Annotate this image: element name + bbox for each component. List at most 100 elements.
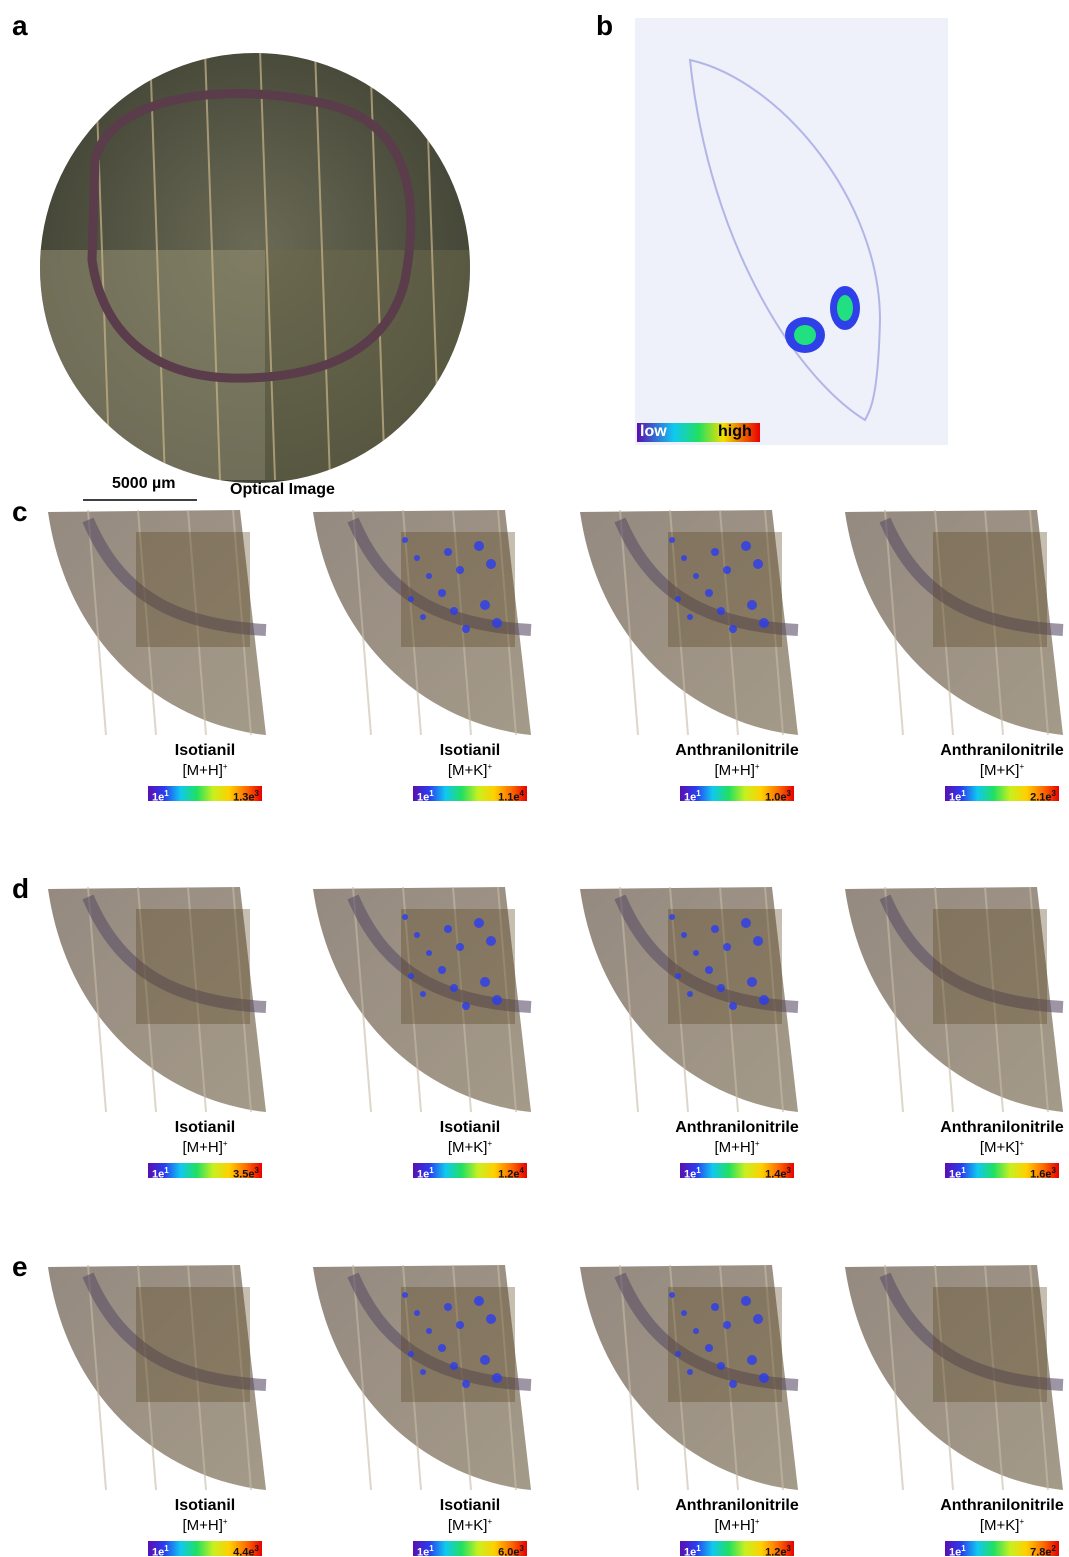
- tissue-image: [48, 510, 266, 735]
- ion-signal: [408, 973, 414, 979]
- tissue-image: [313, 1265, 531, 1490]
- panel-label: e: [12, 1251, 28, 1283]
- ion-signal: [456, 566, 464, 574]
- ion-signal: [717, 607, 725, 615]
- adduct-charge: +: [223, 1517, 228, 1526]
- text-base: 1.1e: [498, 792, 519, 804]
- adduct-ion: [M+H]: [182, 1517, 222, 1534]
- ion-signal: [687, 1369, 693, 1375]
- adduct-charge: +: [1019, 1139, 1024, 1148]
- text-base: 1e: [152, 1547, 164, 1557]
- adduct-ion: [M+H]: [714, 1139, 754, 1156]
- colorbar: 1e17.8e2: [945, 1541, 1059, 1556]
- ion-signal: [444, 925, 452, 933]
- ion-signal: [450, 1362, 458, 1370]
- ion-signal: [480, 1355, 490, 1365]
- imaging-region: [401, 1287, 515, 1402]
- ion-signal: [675, 1351, 681, 1357]
- adduct-charge: +: [755, 1139, 760, 1148]
- ion-signal: [747, 600, 757, 610]
- text-exponent: 3: [255, 1166, 259, 1175]
- text-exponent: 1: [696, 789, 700, 798]
- adduct-charge: +: [487, 762, 492, 771]
- imaging-region: [401, 909, 515, 1024]
- adduct: [M+K]+: [448, 1139, 492, 1156]
- ion-signal: [741, 1296, 751, 1306]
- colorbar: 1e1 4.4e3: [148, 1541, 262, 1556]
- colorbar-min: 1e1: [684, 786, 701, 806]
- compound-name: Anthranilonitrile: [940, 1119, 1064, 1137]
- panel-label: a: [12, 10, 28, 42]
- text-base: 6.0e: [498, 1547, 519, 1557]
- text-exponent: 1: [961, 789, 965, 798]
- ion-signal: [408, 1351, 414, 1357]
- ion-signal: [723, 943, 731, 951]
- imaging-region: [933, 532, 1047, 647]
- ion-signal: [729, 1380, 737, 1388]
- caption: Optical Image: [230, 481, 335, 499]
- colorbar-min: 1e1: [684, 1541, 701, 1557]
- ion-signal: [741, 541, 751, 551]
- ion-signal: [759, 995, 769, 1005]
- imaging-region: [401, 532, 515, 647]
- colorbar-min: 1e1: [152, 786, 169, 806]
- ion-signal: [426, 950, 432, 956]
- colorbar-max: 4.4e3: [233, 1541, 259, 1557]
- ion-signal: [717, 1362, 725, 1370]
- text-exponent: 1: [429, 789, 433, 798]
- colorbar-min: 1e1: [152, 1541, 169, 1557]
- compound-name: Isotianil: [175, 1119, 235, 1137]
- text-base: 1e: [684, 1169, 696, 1181]
- ion-signal: [492, 995, 502, 1005]
- ion-signal: [687, 991, 693, 997]
- text-base: 1e: [152, 1169, 164, 1181]
- ion-signal: [474, 918, 484, 928]
- ion-signal: [723, 1321, 731, 1329]
- ion-signal: [747, 977, 757, 987]
- text-base: 1e: [417, 1547, 429, 1557]
- colorbar: 1e11.3e3: [148, 786, 262, 801]
- ion-signal: [747, 1355, 757, 1365]
- colorbar-max: 1.4e3: [765, 1163, 791, 1183]
- ion-signal: [759, 618, 769, 628]
- ion-signal: [402, 537, 408, 543]
- text-base: 1e: [152, 792, 164, 804]
- adduct-ion: [M+K]: [980, 1139, 1020, 1156]
- imaging-region: [933, 1287, 1047, 1402]
- ion-signal: [729, 1002, 737, 1010]
- adduct: [M+K]+: [448, 1517, 492, 1534]
- adduct: [M+H]+: [714, 762, 759, 779]
- colorbar: 1e13.5e3: [148, 1163, 262, 1178]
- text-exponent: 1: [429, 1166, 433, 1175]
- compound-name: Isotianil: [440, 742, 500, 760]
- compound-name: Anthranilonitrile: [940, 1497, 1064, 1515]
- panel-label: d: [12, 873, 29, 905]
- colorbar: 1e11.4e3: [680, 1163, 794, 1178]
- compound-name: Isotianil: [440, 1497, 500, 1515]
- tissue-image: [48, 887, 266, 1112]
- ion-signal: [462, 625, 470, 633]
- tissue-image: [313, 510, 531, 735]
- ion-signal: [480, 977, 490, 987]
- adduct-ion: [M+H]: [182, 762, 222, 779]
- ion-signal: [408, 596, 414, 602]
- colorbar-max: 1.3e3: [233, 786, 259, 806]
- text-exponent: 3: [1052, 1166, 1056, 1175]
- adduct-ion: [M+H]: [714, 762, 754, 779]
- ion-signal: [420, 1369, 426, 1375]
- text-exponent: 3: [787, 1544, 791, 1553]
- text-exponent: 4: [520, 1166, 524, 1175]
- adduct: [M+H]+: [182, 1139, 227, 1156]
- ion-signal: [705, 589, 713, 597]
- text-exponent: 3: [255, 1544, 259, 1553]
- ion-signal: [711, 548, 719, 556]
- compound-name: Anthranilonitrile: [675, 1497, 799, 1515]
- adduct: [M+K]+: [448, 762, 492, 779]
- tissue-image: [313, 887, 531, 1112]
- colorbar-min: 1e1: [417, 1541, 434, 1557]
- ion-signal: [681, 1310, 687, 1316]
- colorbar-min: 1e1: [684, 1163, 701, 1183]
- text-exponent: 2: [1052, 1544, 1056, 1553]
